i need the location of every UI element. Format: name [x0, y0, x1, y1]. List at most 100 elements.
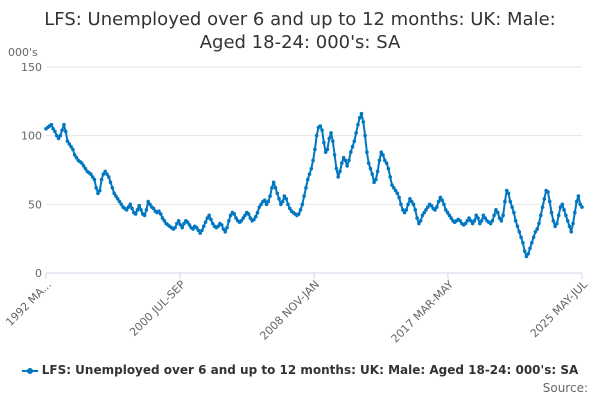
data-point[interactable]: [112, 191, 116, 196]
data-point[interactable]: [142, 213, 147, 218]
data-point[interactable]: [474, 213, 479, 218]
data-point[interactable]: [313, 147, 317, 152]
data-point[interactable]: [418, 219, 423, 223]
data-point[interactable]: [305, 177, 310, 182]
data-point[interactable]: [157, 209, 161, 213]
data-point[interactable]: [521, 240, 525, 245]
data-point[interactable]: [571, 221, 575, 226]
data-point[interactable]: [280, 199, 285, 204]
data-point[interactable]: [565, 219, 570, 223]
series-group[interactable]: [44, 111, 584, 259]
data-point[interactable]: [228, 213, 233, 218]
data-point[interactable]: [515, 224, 520, 229]
data-point[interactable]: [92, 177, 97, 182]
data-point[interactable]: [148, 202, 152, 207]
data-point[interactable]: [345, 164, 349, 168]
data-point[interactable]: [83, 166, 88, 171]
data-point[interactable]: [255, 210, 260, 215]
data-point[interactable]: [201, 224, 206, 229]
data-point[interactable]: [56, 136, 61, 141]
data-point[interactable]: [449, 216, 453, 220]
data-point[interactable]: [535, 227, 539, 231]
data-point[interactable]: [433, 208, 437, 212]
data-point[interactable]: [479, 219, 484, 223]
data-point[interactable]: [415, 216, 419, 220]
data-point[interactable]: [314, 133, 319, 138]
data-point[interactable]: [323, 150, 328, 154]
data-point[interactable]: [219, 223, 224, 227]
data-point[interactable]: [234, 216, 238, 220]
data-point[interactable]: [465, 219, 470, 223]
data-point[interactable]: [200, 228, 204, 233]
data-point[interactable]: [488, 221, 493, 226]
data-point[interactable]: [180, 225, 185, 230]
data-point[interactable]: [400, 208, 405, 212]
data-point[interactable]: [379, 150, 384, 154]
data-point[interactable]: [187, 223, 192, 227]
data-point[interactable]: [203, 220, 208, 224]
data-point[interactable]: [182, 221, 186, 226]
data-point[interactable]: [332, 153, 337, 157]
data-point[interactable]: [223, 230, 228, 234]
data-point[interactable]: [501, 213, 505, 218]
data-point[interactable]: [191, 227, 195, 231]
data-point[interactable]: [350, 144, 355, 149]
data-point[interactable]: [51, 127, 55, 131]
data-point[interactable]: [556, 213, 561, 218]
data-point[interactable]: [506, 191, 511, 196]
data-point[interactable]: [331, 139, 335, 143]
data-point[interactable]: [63, 129, 68, 134]
data-point[interactable]: [241, 216, 245, 220]
data-point[interactable]: [540, 205, 545, 209]
data-point[interactable]: [325, 147, 330, 152]
data-point[interactable]: [94, 186, 98, 190]
data-point[interactable]: [304, 186, 308, 190]
data-point[interactable]: [499, 219, 504, 223]
data-point[interactable]: [311, 158, 315, 163]
data-point[interactable]: [383, 158, 387, 163]
data-point[interactable]: [246, 212, 251, 216]
data-point[interactable]: [375, 169, 380, 174]
data-point[interactable]: [158, 212, 163, 216]
data-point[interactable]: [549, 210, 554, 215]
data-point[interactable]: [162, 219, 167, 223]
data-point[interactable]: [402, 210, 407, 215]
data-point[interactable]: [497, 216, 502, 220]
data-point[interactable]: [257, 205, 262, 209]
data-point[interactable]: [54, 133, 59, 138]
data-point[interactable]: [139, 208, 143, 212]
data-point[interactable]: [372, 180, 376, 185]
data-point[interactable]: [533, 230, 538, 234]
data-point[interactable]: [273, 186, 278, 190]
data-point[interactable]: [386, 166, 391, 171]
data-point[interactable]: [547, 199, 552, 204]
data-point[interactable]: [270, 186, 274, 190]
data-point[interactable]: [422, 210, 427, 215]
data-point[interactable]: [329, 131, 333, 135]
data-point[interactable]: [105, 172, 109, 176]
data-point[interactable]: [562, 208, 566, 212]
data-point[interactable]: [225, 225, 229, 230]
data-point[interactable]: [198, 231, 202, 235]
data-point[interactable]: [388, 175, 392, 179]
data-point[interactable]: [409, 199, 414, 204]
data-point[interactable]: [108, 180, 113, 185]
data-point[interactable]: [567, 224, 572, 229]
data-point[interactable]: [216, 224, 220, 229]
data-point[interactable]: [573, 210, 577, 215]
data-point[interactable]: [397, 195, 401, 200]
data-point[interactable]: [384, 161, 389, 165]
data-point[interactable]: [442, 202, 446, 207]
data-point[interactable]: [341, 155, 346, 160]
data-point[interactable]: [426, 205, 430, 209]
data-point[interactable]: [404, 208, 409, 212]
data-point[interactable]: [74, 155, 79, 160]
data-point[interactable]: [96, 191, 100, 196]
data-point[interactable]: [576, 194, 581, 198]
data-point[interactable]: [252, 217, 256, 222]
data-point[interactable]: [101, 172, 106, 176]
data-point[interactable]: [239, 219, 244, 223]
data-point[interactable]: [458, 219, 462, 223]
data-point[interactable]: [467, 216, 471, 220]
data-point[interactable]: [309, 166, 314, 171]
